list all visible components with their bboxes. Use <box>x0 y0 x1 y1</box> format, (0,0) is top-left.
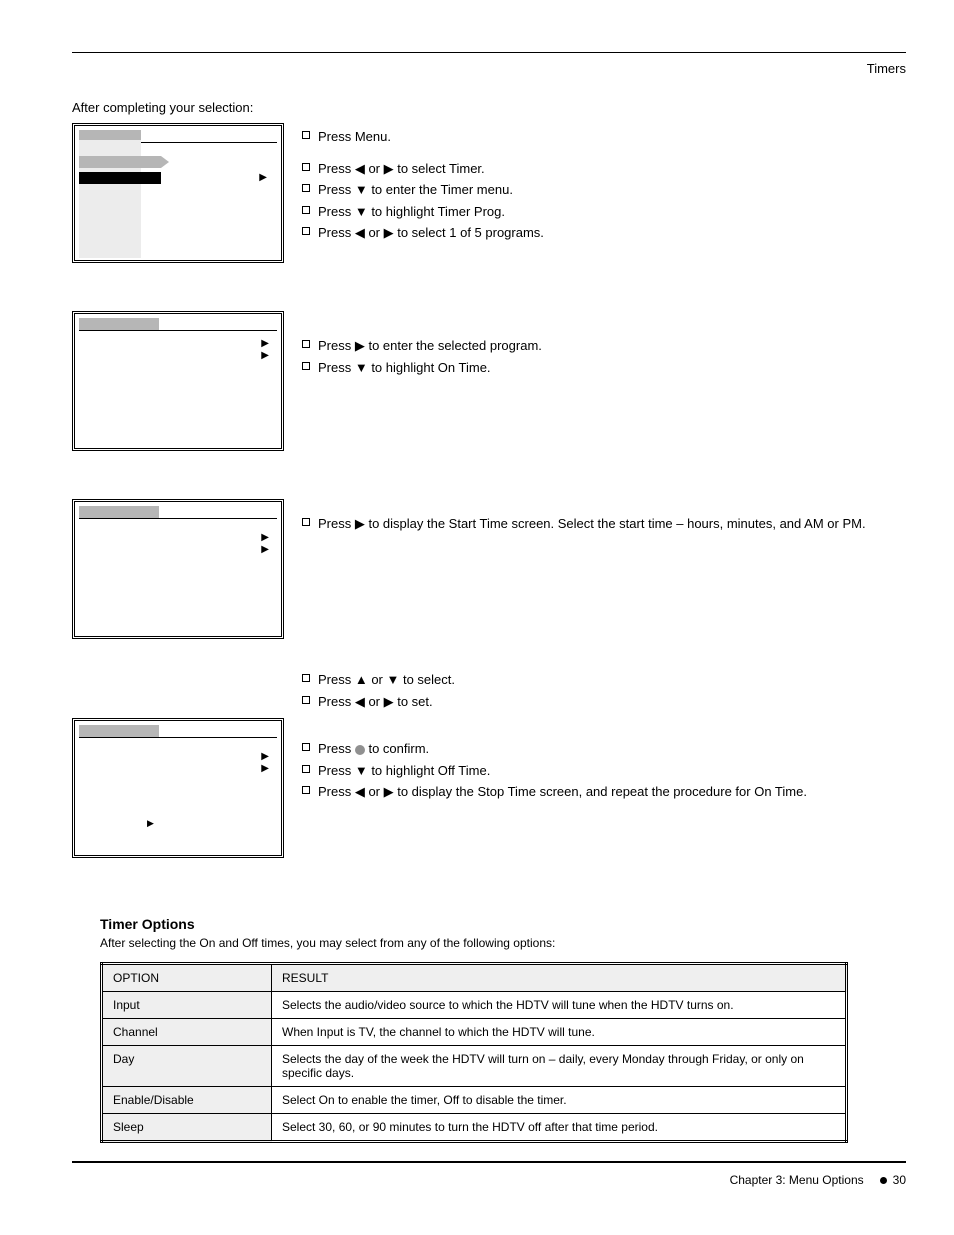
col-result: RESULT <box>272 964 847 992</box>
table-row: ChannelWhen Input is TV, the channel to … <box>102 1019 847 1046</box>
steps-area: After completing your selection: ▶ Press… <box>72 100 906 858</box>
step-1: After completing your selection: ▶ Press… <box>72 100 906 263</box>
step-2: ▶ ▶ Press ▶ to enter the selected progra… <box>72 311 906 451</box>
top-rule <box>72 52 906 53</box>
step-3-instr: Press ▶ to display the Start Time screen… <box>302 499 906 537</box>
step-3: ▶ ▶ Press ▶ to display the Start Time sc… <box>72 499 906 639</box>
screen-3: ▶ ▶ <box>72 499 284 639</box>
step-4-instr: Press to confirm. Press ▼ to highlight O… <box>302 718 906 805</box>
confirm-line: Press to confirm. <box>318 740 906 758</box>
step-1-instr: Press Menu. Press ◀ or ▶ to select Timer… <box>302 100 906 246</box>
options-section: Timer Options After selecting the On and… <box>72 916 906 1143</box>
col-option: OPTION <box>102 964 272 992</box>
step-4-pre: Press ▲ or ▼ to select. Press ◀ or ▶ to … <box>72 671 906 714</box>
table-row: SleepSelect 30, 60, or 90 minutes to tur… <box>102 1114 847 1142</box>
table-header-row: OPTION RESULT <box>102 964 847 992</box>
footer-page: 30 <box>874 1173 906 1187</box>
table-row: InputSelects the audio/video source to w… <box>102 992 847 1019</box>
step-2-instr: Press ▶ to enter the selected program. P… <box>302 311 906 380</box>
table-row: Enable/DisableSelect On to enable the ti… <box>102 1087 847 1114</box>
bottom-rule <box>72 1161 906 1163</box>
step-4: ▶ ▶ ▶ Press to confirm. Press ▼ to highl… <box>72 718 906 858</box>
caret-icon: ▶ <box>259 172 267 183</box>
table-row: DaySelects the day of the week the HDTV … <box>102 1046 847 1087</box>
footer: Chapter 3: Menu Options 30 <box>72 1173 906 1187</box>
header-section: Timers <box>72 61 906 76</box>
screen-1: ▶ <box>72 123 284 263</box>
options-title: Timer Options <box>100 916 906 932</box>
lead-text: After completing your selection: <box>72 100 284 115</box>
ok-dot-icon <box>355 745 365 755</box>
screen-2: ▶ ▶ <box>72 311 284 451</box>
step-4-pre-instr: Press ▲ or ▼ to select. Press ◀ or ▶ to … <box>302 671 906 714</box>
options-table: OPTION RESULT InputSelects the audio/vid… <box>100 962 848 1143</box>
screen-4: ▶ ▶ ▶ <box>72 718 284 858</box>
bullet-icon <box>880 1177 887 1184</box>
options-note: After selecting the On and Off times, yo… <box>100 936 906 950</box>
footer-text: Chapter 3: Menu Options <box>730 1173 864 1187</box>
